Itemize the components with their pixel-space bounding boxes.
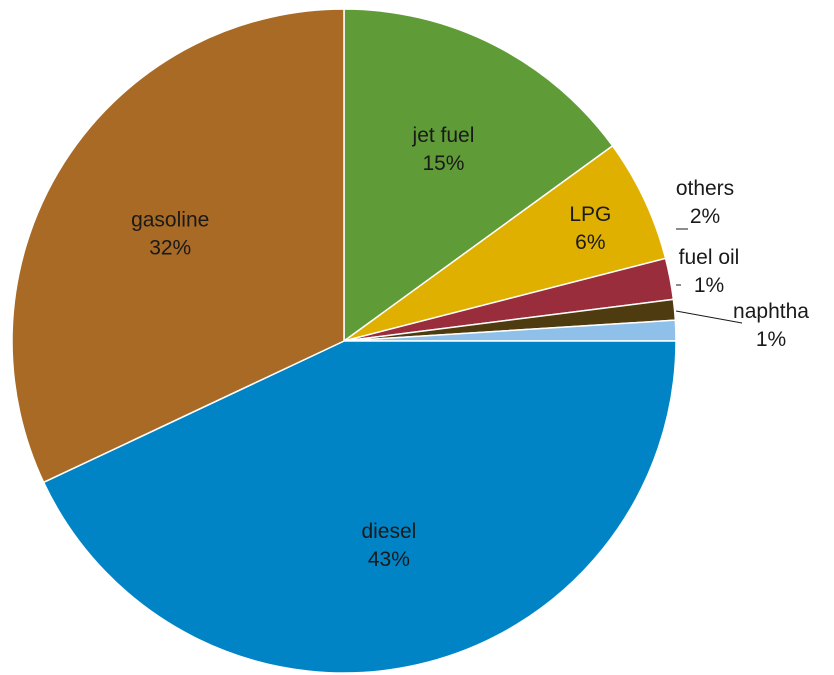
slice-percent-jet-fuel: 15% (422, 152, 464, 175)
pie-slice-lpg (343, 144, 667, 342)
slice-percent-others: 2% (690, 205, 720, 228)
pie-slices (11, 8, 677, 674)
slice-label-diesel: diesel (361, 520, 416, 543)
slice-percent-fuel-oil: 1% (694, 274, 724, 297)
slice-label-gasoline: gasoline (131, 209, 209, 232)
pie-slice-diesel (42, 340, 677, 674)
slice-percent-naphtha: 1% (756, 328, 786, 351)
slice-label-jet-fuel: jet fuel (412, 124, 475, 147)
slice-labels: jet fuel 15% LPG 6% others 2% fuel oil 1% naphth… (131, 124, 809, 571)
slice-percent-gasoline: 32% (149, 237, 191, 260)
pie-slice-jet-fuel (343, 8, 614, 343)
pie-slice-gasoline (11, 8, 345, 484)
slice-percent-lpg: 6% (575, 231, 605, 254)
leader-lines (675, 228, 743, 324)
slice-label-others: others (676, 177, 734, 200)
leader-line-naphtha (675, 310, 743, 324)
slice-label-fuel-oil: fuel oil (679, 246, 740, 269)
slice-label-naphtha: naphtha (733, 300, 809, 323)
slice-percent-diesel: 43% (368, 548, 410, 571)
slice-label-lpg: LPG (569, 203, 611, 226)
